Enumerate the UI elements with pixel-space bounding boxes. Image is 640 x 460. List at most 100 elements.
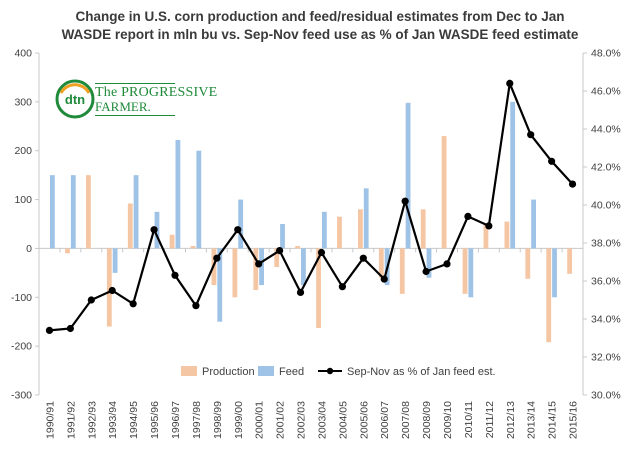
y-left-tick-label: -200 [11,341,32,353]
x-tick-label: 2014/15 [547,401,559,439]
x-tick-label: 2015/16 [568,401,580,439]
sep-nov-pct-point [548,157,556,165]
x-tick-label: 2013/14 [526,401,538,439]
legend-feed-label: Feed [279,366,304,378]
x-tick-label: 2002/03 [296,401,308,439]
legend-line-label: Sep-Nov as % of Jan feed est. [347,366,496,378]
production-bar [441,136,447,249]
feed-bar [363,188,369,249]
sep-nov-pct-point [401,197,409,205]
feed-bar [280,224,285,249]
x-tick-label: 2012/13 [505,401,517,439]
feed-bar [112,248,118,273]
y-right-tick-label: 32.0% [591,352,621,364]
production-bar [85,175,91,249]
legend-line-marker [326,367,334,375]
y-left-tick-label: -300 [11,390,32,402]
x-tick-label: 1991/92 [65,401,77,439]
feed-bar [301,248,306,286]
sep-nov-pct-point [276,247,284,255]
feed-bar [196,150,202,249]
sep-nov-pct-point [422,267,430,276]
production-bar [106,248,112,327]
production-bar [190,245,196,249]
legend-feed-swatch [258,366,274,376]
logo-mark-text: dtn [65,92,85,107]
x-tick-label: 2007/08 [400,401,412,439]
production-bar [274,248,280,267]
y-right-tick-label: 42.0% [591,162,621,174]
y-right-tick-label: 36.0% [591,276,621,288]
sep-nov-pct-point [317,248,326,257]
sep-nov-pct-point [66,324,74,333]
y-right-tick-label: 44.0% [591,124,621,136]
sep-nov-pct-point [380,275,388,283]
feed-bar [510,101,516,249]
production-bar [567,248,573,274]
y-right-tick-label: 40.0% [591,200,621,212]
sep-nov-pct-point [338,283,346,291]
production-bar [546,248,552,343]
feed-bar [259,248,265,286]
x-tick-label: 2010/11 [463,401,475,438]
feed-bar [552,248,557,298]
feed-bar [238,199,244,249]
sep-nov-pct-point [150,226,158,234]
dtn-logo-icon: dtn [55,79,95,119]
x-tick-label: 2004/05 [337,401,349,439]
x-tick-label: 2006/07 [379,401,391,439]
y-left-tick-label: 300 [14,96,32,108]
production-bar [420,209,426,249]
sep-nov-pct-point [359,254,367,262]
production-bar [65,248,70,254]
y-left-tick-label: -100 [11,292,32,304]
x-tick-label: 1999/00 [233,401,245,439]
x-tick-label: 1998/99 [212,401,224,439]
production-bar [357,209,363,249]
production-bar [295,245,301,249]
logo-text-line-1: The PROGRESSIVE [95,85,218,100]
production-bar [399,248,405,294]
x-tick-label: 2000/01 [254,401,266,439]
x-tick-label: 2009/10 [442,401,454,439]
y-left-tick-label: 0 [26,243,32,255]
progressive-farmer-logo: dtn The PROGRESSIVE FARMER. [55,79,217,123]
legend-production-swatch [181,366,197,376]
sep-nov-pct-point [87,296,95,304]
production-bar [127,203,133,249]
y-right-tick-label: 30.0% [591,390,621,402]
x-tick-label: 1990/91 [44,401,56,439]
chart-title-line-2: WASDE report in mln bu vs. Sep-Nov feed … [61,27,579,42]
y-right-tick-label: 48.0% [591,48,621,60]
production-bar [232,248,238,298]
x-tick-label: 2011/12 [484,401,496,438]
sep-nov-pct-point [192,302,200,310]
sep-nov-pct-point [443,260,451,268]
chart-title-line-1: Change in U.S. corn production and feed/… [75,9,565,24]
sep-nov-pct-point [234,226,242,234]
x-tick-label: 1995/96 [149,401,161,439]
feed-bar [49,175,55,249]
x-tick-label: 2005/06 [358,401,370,439]
x-tick-label: 2001/02 [275,401,287,439]
feed-bar [531,199,537,249]
production-bar [316,248,321,329]
sep-nov-pct-point [296,288,305,296]
production-bar [169,234,175,249]
sep-nov-pct-point [255,260,263,268]
production-bar [525,248,531,279]
sep-nov-pct-line [49,79,574,332]
feed-bar [426,248,432,278]
production-bar [337,216,342,249]
sep-nov-pct-point [464,212,472,220]
production-bar [504,221,510,249]
y-right-tick-label: 46.0% [591,86,621,98]
x-tick-label: 1997/98 [191,401,203,439]
feed-bar [468,248,474,298]
feed-bar [217,248,223,322]
feed-bar [321,211,327,249]
logo-rule-bottom [95,115,175,116]
sep-nov-pct-point [45,326,54,334]
